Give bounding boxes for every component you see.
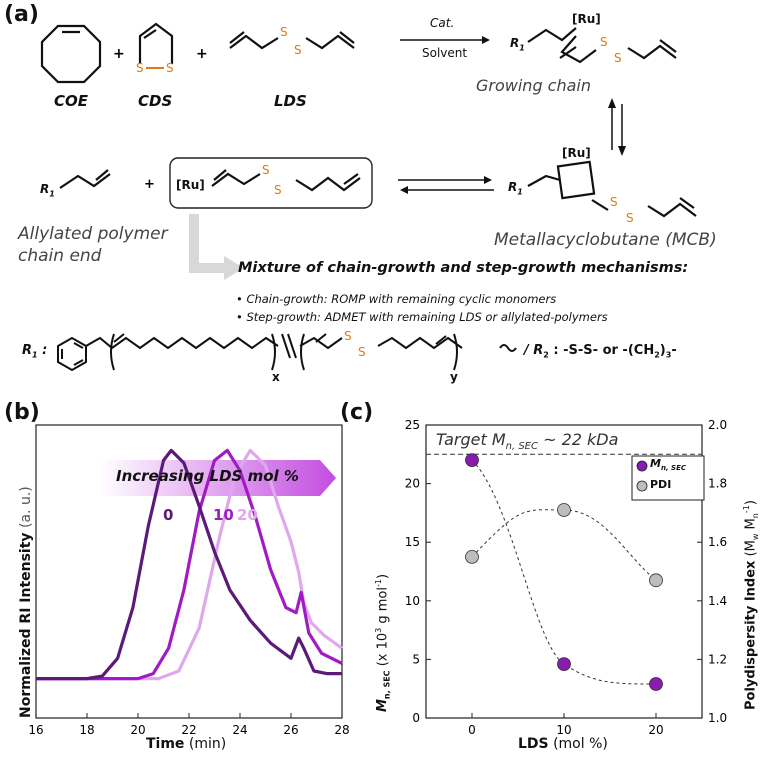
cds-structure — [138, 22, 174, 64]
mcb-label: Metallacyclobutane (MCB) — [494, 230, 717, 250]
guide-mnsec — [471, 459, 657, 685]
b-ylabel: Normalized RI Intensity (a. u.) — [18, 486, 34, 718]
mixture-title: Mixture of chain-growth and step-growth … — [238, 260, 689, 276]
b-xtick-label: 20 — [130, 723, 145, 737]
ru-label-2: [Ru] — [176, 178, 205, 192]
c-ylabel-left: Mn, SEC (x 103 g mol-1) — [374, 573, 392, 712]
lds-structure — [229, 31, 355, 50]
r1-label-2: R1 — [40, 182, 55, 199]
svg-text:S: S — [614, 51, 622, 65]
c-left-tick-label: 25 — [405, 418, 420, 432]
c-ylabel-right: Polydispersity Index (Mw Mn-1) — [742, 500, 760, 710]
b-xtick-label: 26 — [283, 723, 298, 737]
guide-pdi — [471, 509, 657, 581]
b-xtick-label: 22 — [181, 723, 196, 737]
svg-text:S: S — [610, 195, 618, 209]
legend-pdi-marker — [636, 480, 648, 492]
curve-label-10: 10 — [213, 506, 234, 524]
b-xlabel: Time (min) — [146, 736, 227, 752]
svg-text:S: S — [294, 43, 302, 57]
legend-mn-marker — [636, 460, 648, 472]
svg-text:+: + — [144, 177, 155, 192]
panel-a-scheme: + S S + S S S S + — [40, 22, 697, 372]
ru-label-1: [Ru] — [572, 12, 601, 26]
b-xtick-label: 24 — [232, 723, 247, 737]
cds-label: CDS — [138, 92, 173, 110]
x-repeat-label: x — [272, 370, 280, 384]
b-xtick-label: 18 — [79, 723, 94, 737]
panel-a-label: (a) — [4, 2, 39, 27]
c-xlabel: LDS (mol %) — [518, 736, 608, 752]
c-xtick-label: 10 — [556, 723, 571, 737]
c-xtick-label: 20 — [648, 723, 663, 737]
pdi-point — [465, 549, 479, 564]
b-xtick-label: 16 — [28, 723, 43, 737]
catalyst-label: Cat. — [430, 16, 455, 30]
svg-text:S: S — [274, 183, 282, 197]
c-right-tick-label: 2.0 — [708, 418, 727, 432]
c-left-tick-label: 15 — [405, 535, 420, 549]
banner-text: Increasing LDS mol % — [116, 467, 299, 485]
chart-b: 16 18 20 22 24 26 28 — [28, 424, 350, 737]
y-repeat-label: y — [450, 370, 458, 384]
svg-text:S: S — [280, 25, 288, 39]
bullet-chain-growth: • Chain-growth: ROMP with remaining cycl… — [236, 292, 557, 306]
panel-c-label: (c) — [340, 400, 374, 425]
lds-label: LDS — [274, 92, 307, 110]
ru-label-3: [Ru] — [562, 146, 591, 160]
c-left-tick-label: 0 — [412, 711, 420, 725]
bullet-step-growth: • Step-growth: ADMET with remaining LDS … — [236, 310, 608, 324]
c-right-tick-label: 1.4 — [708, 594, 727, 608]
c-right-tick-label: 1.8 — [708, 477, 727, 491]
svg-text:S: S — [166, 61, 174, 75]
legend-pdi-label: PDI — [650, 478, 672, 491]
pdi-point — [557, 503, 571, 517]
r1-definition-label: R1 : — [22, 343, 48, 360]
r1-label-3: R1 — [508, 180, 523, 197]
increasing-banner — [100, 460, 336, 496]
c-xtick-label: 0 — [468, 723, 476, 737]
mechanism-arrow — [189, 214, 226, 273]
curve-20-mol-pct — [36, 448, 343, 681]
mn-point — [557, 657, 571, 671]
c-left-tick-label: 10 — [405, 594, 420, 608]
r2-definition: / R2 : -S-S- or -(CH2)3- — [524, 343, 677, 360]
svg-text:S: S — [358, 345, 366, 359]
r1-label-1: R1 — [510, 36, 525, 53]
coe-structure — [40, 24, 102, 84]
curve-label-20: 20 — [237, 506, 258, 524]
curve-0-mol-pct — [36, 448, 342, 681]
legend-mn-label: Mn, SEC — [650, 457, 686, 473]
chart-c: 0 5 10 15 20 25 1.0 1.2 1.4 1.6 1.8 2.0 0 10 20 — [405, 418, 727, 737]
c-right-tick-label: 1.2 — [708, 652, 727, 666]
svg-text:S: S — [344, 329, 352, 343]
svg-text:S: S — [626, 211, 634, 225]
svg-text:S: S — [136, 61, 144, 75]
c-right-tick-label: 1.6 — [708, 535, 727, 549]
svg-text:S: S — [262, 163, 270, 177]
c-left-tick-label: 5 — [412, 652, 420, 666]
allylated-label-1: Allylated polymer — [18, 224, 168, 244]
c-left-tick-label: 20 — [405, 477, 420, 491]
solvent-label: Solvent — [422, 46, 468, 60]
allylated-label-2: chain end — [18, 246, 102, 266]
curve-10-mol-pct — [36, 448, 343, 681]
svg-text:S: S — [600, 35, 608, 49]
plus-2: + — [196, 46, 208, 62]
plus-1: + — [113, 46, 125, 62]
mn-point — [649, 677, 663, 691]
mn-point — [465, 453, 479, 468]
c-right-tick-label: 1.0 — [708, 711, 727, 725]
panel-b-label: (b) — [4, 400, 40, 425]
curve-label-0: 0 — [163, 506, 174, 524]
growing-chain-label: Growing chain — [476, 76, 592, 95]
b-xtick-label: 28 — [334, 723, 349, 737]
coe-label: COE — [54, 92, 89, 110]
pdi-point — [649, 573, 663, 588]
ru-species-box — [169, 157, 373, 209]
target-label: Target Mn, SEC ~ 22 kDa — [436, 430, 619, 453]
